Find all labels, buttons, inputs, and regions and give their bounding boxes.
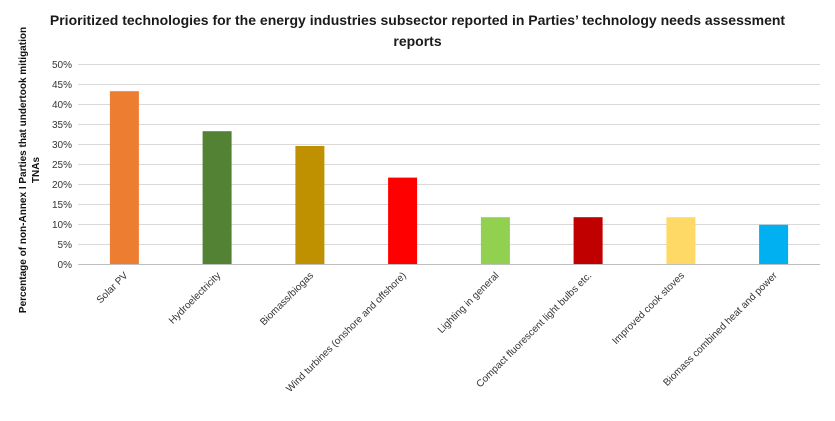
y-tick-label: 30% [52,140,72,151]
y-tick-label: 5% [58,240,73,251]
y-tick-label: 0% [58,260,73,271]
x-category-label: Biomass/biogas [258,270,316,328]
bar [759,224,789,264]
bar [109,91,139,264]
x-category-label: Hydroelectricity [167,270,223,326]
y-tick-label: 20% [52,180,72,191]
bar [666,217,696,264]
x-category-label: Improved cook stoves [610,270,687,347]
y-tick-label: 25% [52,160,72,171]
chart-title: Prioritized technologies for the energy … [49,12,786,49]
bar [295,146,325,264]
x-category-label: Solar PV [95,270,131,306]
y-tick-label: 10% [52,220,72,231]
x-category-label: Compact fluorescent light bulbs etc. [474,270,594,390]
bar [573,217,603,264]
bar [202,131,232,264]
y-axis-label: Percentage of non-Annex I Parties that u… [18,27,42,313]
bar [388,177,418,264]
x-category-label: Lighting in general [436,270,502,336]
x-category-label: Biomass combined heat and power [662,270,781,389]
y-tick-label: 40% [52,100,72,111]
y-tick-label: 50% [52,60,72,71]
y-tick-label: 35% [52,120,72,131]
y-tick-label: 45% [52,80,72,91]
y-tick-label: 15% [52,200,72,211]
bar [480,217,510,264]
